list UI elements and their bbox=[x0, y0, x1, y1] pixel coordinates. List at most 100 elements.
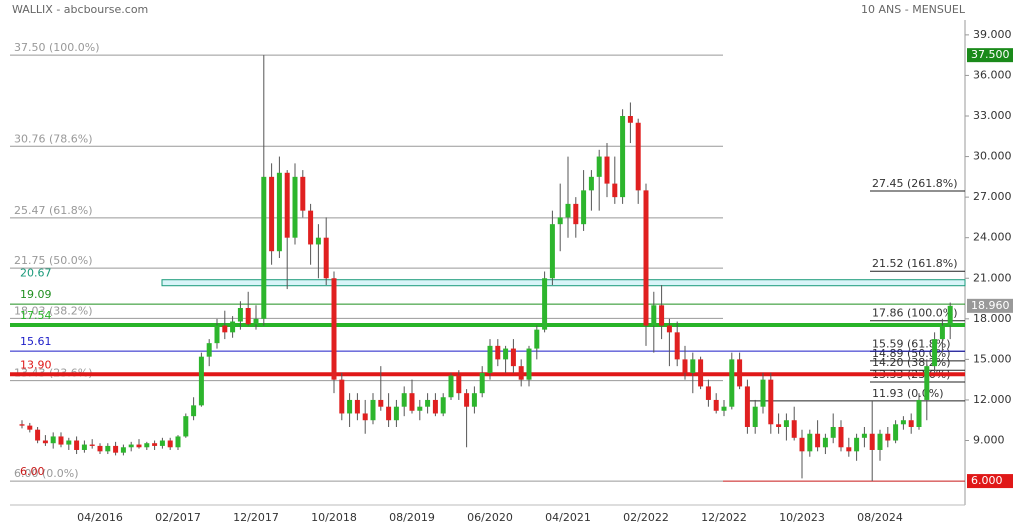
candle-body bbox=[900, 420, 906, 425]
y-tick-label: 30.000 bbox=[973, 150, 1012, 163]
candle-body bbox=[581, 190, 587, 225]
candle-body bbox=[791, 420, 797, 438]
candle-body bbox=[432, 399, 438, 414]
candle-body bbox=[495, 345, 501, 360]
candle-body bbox=[378, 399, 384, 407]
candle-body bbox=[737, 359, 743, 387]
candle-body bbox=[861, 433, 867, 438]
candle-body bbox=[331, 278, 337, 380]
candle-body bbox=[214, 325, 220, 344]
price-tag-label: 18.960 bbox=[971, 299, 1010, 312]
candle-body bbox=[167, 440, 173, 448]
candle-body bbox=[448, 375, 454, 398]
fib-label: 21.75 (50.0%) bbox=[14, 254, 93, 267]
candle-body bbox=[518, 366, 524, 380]
candle-body bbox=[393, 406, 399, 421]
candle-body bbox=[175, 436, 181, 448]
candle-body bbox=[604, 156, 610, 184]
header-right: 10 ANS - MENSUEL bbox=[861, 3, 966, 16]
candle-body bbox=[830, 426, 836, 438]
fib-label: 25.47 (61.8%) bbox=[14, 204, 93, 217]
price-tag bbox=[967, 48, 1013, 63]
candle-body bbox=[19, 424, 25, 426]
candle-body bbox=[198, 356, 204, 406]
candle-body bbox=[206, 343, 212, 357]
candle-body bbox=[222, 325, 228, 333]
candle-body bbox=[128, 444, 134, 448]
candle-body bbox=[440, 397, 446, 414]
candle-body bbox=[159, 440, 165, 446]
level-label: 17.54 bbox=[20, 309, 52, 322]
y-tick-label: 36.000 bbox=[973, 68, 1012, 81]
fib-label: 37.50 (100.0%) bbox=[14, 41, 100, 54]
candle-body bbox=[401, 393, 407, 407]
candle-body bbox=[354, 399, 360, 414]
candle-body bbox=[526, 348, 532, 380]
candle-body bbox=[417, 406, 423, 411]
candle-body bbox=[136, 444, 142, 448]
candle-body bbox=[752, 406, 758, 427]
candle-body bbox=[705, 386, 711, 400]
candle-body bbox=[261, 176, 267, 319]
candle-body bbox=[674, 332, 680, 360]
candle-body bbox=[939, 325, 945, 340]
candle-body bbox=[300, 176, 306, 211]
candle-body bbox=[113, 445, 119, 453]
candle-body bbox=[386, 406, 392, 421]
candle-body bbox=[908, 420, 914, 427]
x-tick-label: 12/2017 bbox=[233, 511, 279, 524]
y-tick-label: 15.000 bbox=[973, 352, 1012, 365]
x-tick-label: 04/2016 bbox=[77, 511, 123, 524]
candle-body bbox=[479, 372, 485, 394]
fib-label: 14.89 (50.0%) bbox=[872, 347, 951, 360]
candle-body bbox=[620, 116, 626, 198]
candle-body bbox=[635, 122, 641, 191]
candle-body bbox=[542, 278, 548, 330]
fib-label: 11.93 (0.0%) bbox=[872, 387, 944, 400]
x-tick-label: 12/2022 bbox=[701, 511, 747, 524]
candle-body bbox=[854, 437, 860, 452]
candle-body bbox=[503, 348, 509, 360]
fib-label: 21.52 (161.8%) bbox=[872, 257, 958, 270]
candle-body bbox=[783, 420, 789, 427]
candle-body bbox=[253, 318, 259, 325]
candle-body bbox=[362, 413, 368, 421]
candle-body bbox=[409, 393, 415, 411]
candle-body bbox=[565, 203, 571, 218]
y-tick-label: 33.000 bbox=[973, 109, 1012, 122]
candle-body bbox=[230, 321, 236, 333]
candle-body bbox=[822, 437, 828, 448]
candle-body bbox=[74, 440, 80, 450]
candle-body bbox=[807, 433, 813, 452]
fib-label: 15.59 (61.8%) bbox=[872, 337, 951, 350]
price-tag-label: 6.000 bbox=[971, 474, 1003, 487]
candle-body bbox=[557, 217, 563, 225]
level-label: 19.09 bbox=[20, 288, 52, 301]
fib-label: 17.86 (100.0%) bbox=[872, 307, 958, 320]
fib-label: 14.20 (38.2%) bbox=[872, 356, 951, 369]
x-tick-label: 10/2018 bbox=[311, 511, 357, 524]
x-tick-label: 04/2021 bbox=[545, 511, 591, 524]
header-left: WALLIX - abcbourse.com bbox=[12, 3, 148, 16]
candle-body bbox=[893, 424, 899, 441]
level-label: 13.90 bbox=[20, 358, 52, 371]
candle-body bbox=[573, 203, 579, 225]
x-tick-label: 06/2020 bbox=[467, 511, 513, 524]
candle-body bbox=[425, 399, 431, 407]
y-tick-label: 27.000 bbox=[973, 190, 1012, 203]
fib-label: 27.45 (261.8%) bbox=[872, 177, 958, 190]
candle-body bbox=[799, 437, 805, 452]
candle-body bbox=[66, 440, 72, 445]
level-band bbox=[161, 279, 966, 287]
candle-body bbox=[729, 359, 735, 407]
candle-body bbox=[58, 436, 64, 445]
x-tick-label: 08/2019 bbox=[389, 511, 435, 524]
candle-body bbox=[276, 172, 282, 252]
candle-body bbox=[105, 445, 111, 452]
candle-body bbox=[347, 399, 353, 414]
candle-body bbox=[698, 359, 704, 387]
candle-body bbox=[924, 366, 930, 400]
candle-body bbox=[42, 440, 48, 444]
candle-body bbox=[510, 348, 516, 367]
